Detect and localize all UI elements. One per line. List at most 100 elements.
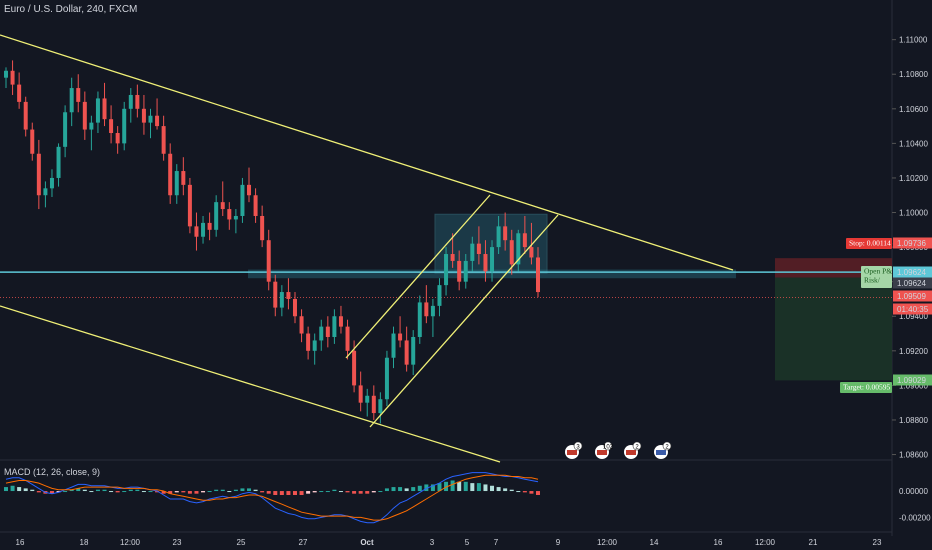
macd-histogram-bar: [161, 491, 166, 494]
candle-body: [273, 281, 278, 308]
candle-body: [457, 260, 462, 282]
candle-body: [306, 333, 311, 351]
event-badge-count: 2: [665, 445, 669, 451]
macd-histogram-bar: [214, 489, 219, 492]
price-tick-label: 1.10600: [899, 105, 928, 114]
macd-histogram-bar: [194, 491, 199, 494]
candle-body: [529, 247, 534, 258]
candle-body: [384, 357, 389, 400]
macd-histogram-bar: [69, 489, 74, 492]
macd-histogram-bar: [240, 488, 245, 492]
candle-body: [358, 385, 363, 403]
macd-histogram-bar: [391, 487, 396, 492]
candle-body: [253, 195, 258, 216]
candle-body: [161, 126, 166, 154]
candle-body: [36, 153, 41, 196]
candle-body: [378, 399, 383, 414]
signal-line: [5, 474, 539, 521]
flag-stripe: [626, 450, 636, 455]
upper-channel-trendline: [0, 34, 734, 271]
macd-histogram-bar: [378, 491, 383, 493]
price-axis-label-text: 1.09029: [897, 376, 926, 385]
price-axis-label-bg: [893, 277, 932, 289]
price-axis-label-bg: [893, 237, 932, 249]
badge-bubble: [603, 441, 613, 451]
candle-body: [476, 243, 481, 255]
price-tick-label: 1.10000: [899, 209, 928, 218]
macd-histogram-bar: [325, 491, 330, 493]
candle-body: [69, 88, 74, 113]
macd-histogram-bar: [141, 491, 146, 493]
time-tick-label: 7: [494, 538, 499, 547]
price-axis-label-bg: [893, 290, 932, 302]
macd-tick-label: -0.00200: [899, 513, 931, 522]
candle-body: [398, 333, 403, 341]
price-axis-label: 01:40:35: [893, 303, 932, 315]
time-tick-label: 5: [465, 538, 470, 547]
macd-histogram-bar: [371, 491, 376, 493]
time-tick-label: 21: [809, 538, 818, 547]
macd-histogram-bar: [384, 488, 389, 492]
event-badge: 3: [565, 441, 583, 459]
macd-histogram-bar: [148, 491, 153, 493]
candle-body: [109, 119, 114, 134]
macd-histogram-bar: [417, 485, 422, 492]
candle-body: [437, 285, 442, 306]
time-tick-label: 16: [16, 538, 25, 547]
macd-histogram-bar: [95, 489, 100, 492]
time-tick-label: Oct: [360, 538, 374, 547]
macd-histogram-bar: [56, 491, 61, 493]
macd-histogram-bar: [30, 489, 35, 492]
macd-histogram-bar: [247, 488, 252, 492]
candle-body: [56, 146, 61, 178]
open-pnl-tag: Open P&Risk/: [861, 266, 892, 288]
candle-body: [404, 340, 409, 365]
macd-histogram-bar: [312, 491, 317, 493]
candle-body: [49, 177, 54, 189]
price-axis-label-text: 01:40:35: [897, 305, 929, 314]
macd-histogram-bar: [227, 491, 232, 493]
price-axis-label: 1.09509: [893, 290, 932, 302]
macd-histogram-bar: [398, 487, 403, 492]
candle-body: [207, 222, 212, 230]
macd-histogram-bar: [516, 491, 521, 493]
macd-histogram-bar: [253, 489, 258, 492]
macd-histogram-bar: [207, 491, 212, 493]
open-pnl-tag-bg: [861, 266, 892, 288]
target-tag-bg: [840, 382, 892, 393]
macd-histogram-bar: [220, 489, 225, 492]
macd-histogram-bar: [319, 491, 324, 493]
macd-histogram-bar: [168, 491, 173, 494]
candle-body: [503, 226, 508, 241]
time-tick-label: 12:00: [597, 538, 618, 547]
price-tick-label: 1.09400: [899, 312, 928, 321]
price-axis-label: 1.09029: [893, 374, 932, 386]
macd-histogram-bar: [292, 491, 297, 495]
macd-histogram-bar: [338, 491, 343, 493]
candle-body: [102, 98, 107, 120]
badge-bubble: [632, 441, 642, 451]
time-tick-label: 12:00: [120, 538, 141, 547]
macd-histogram-bar: [509, 489, 514, 492]
macd-histogram-bar: [260, 491, 265, 493]
price-axis-label-text: 1.09624: [897, 268, 926, 277]
price-tick-label: 1.08800: [899, 416, 928, 425]
candle-body: [135, 94, 140, 109]
macd-histogram-bar: [89, 491, 94, 493]
price-axis-label-text: 1.09624: [897, 279, 926, 288]
price-tick-label: 1.10800: [899, 70, 928, 79]
price-axis-label: 1.09736: [893, 237, 932, 249]
macd-histogram-bar: [503, 488, 508, 492]
candle-body: [536, 257, 540, 293]
event-badge: 2: [624, 441, 642, 459]
macd-histogram-bar: [424, 484, 429, 492]
macd-histogram-bar: [4, 487, 8, 492]
candle-body: [352, 350, 357, 386]
candle-body: [325, 326, 330, 337]
candle-body: [522, 233, 527, 248]
candle-body: [148, 115, 153, 123]
candle-body: [509, 240, 514, 265]
time-tick-label: 18: [80, 538, 89, 547]
event-badge: 2: [654, 441, 672, 459]
